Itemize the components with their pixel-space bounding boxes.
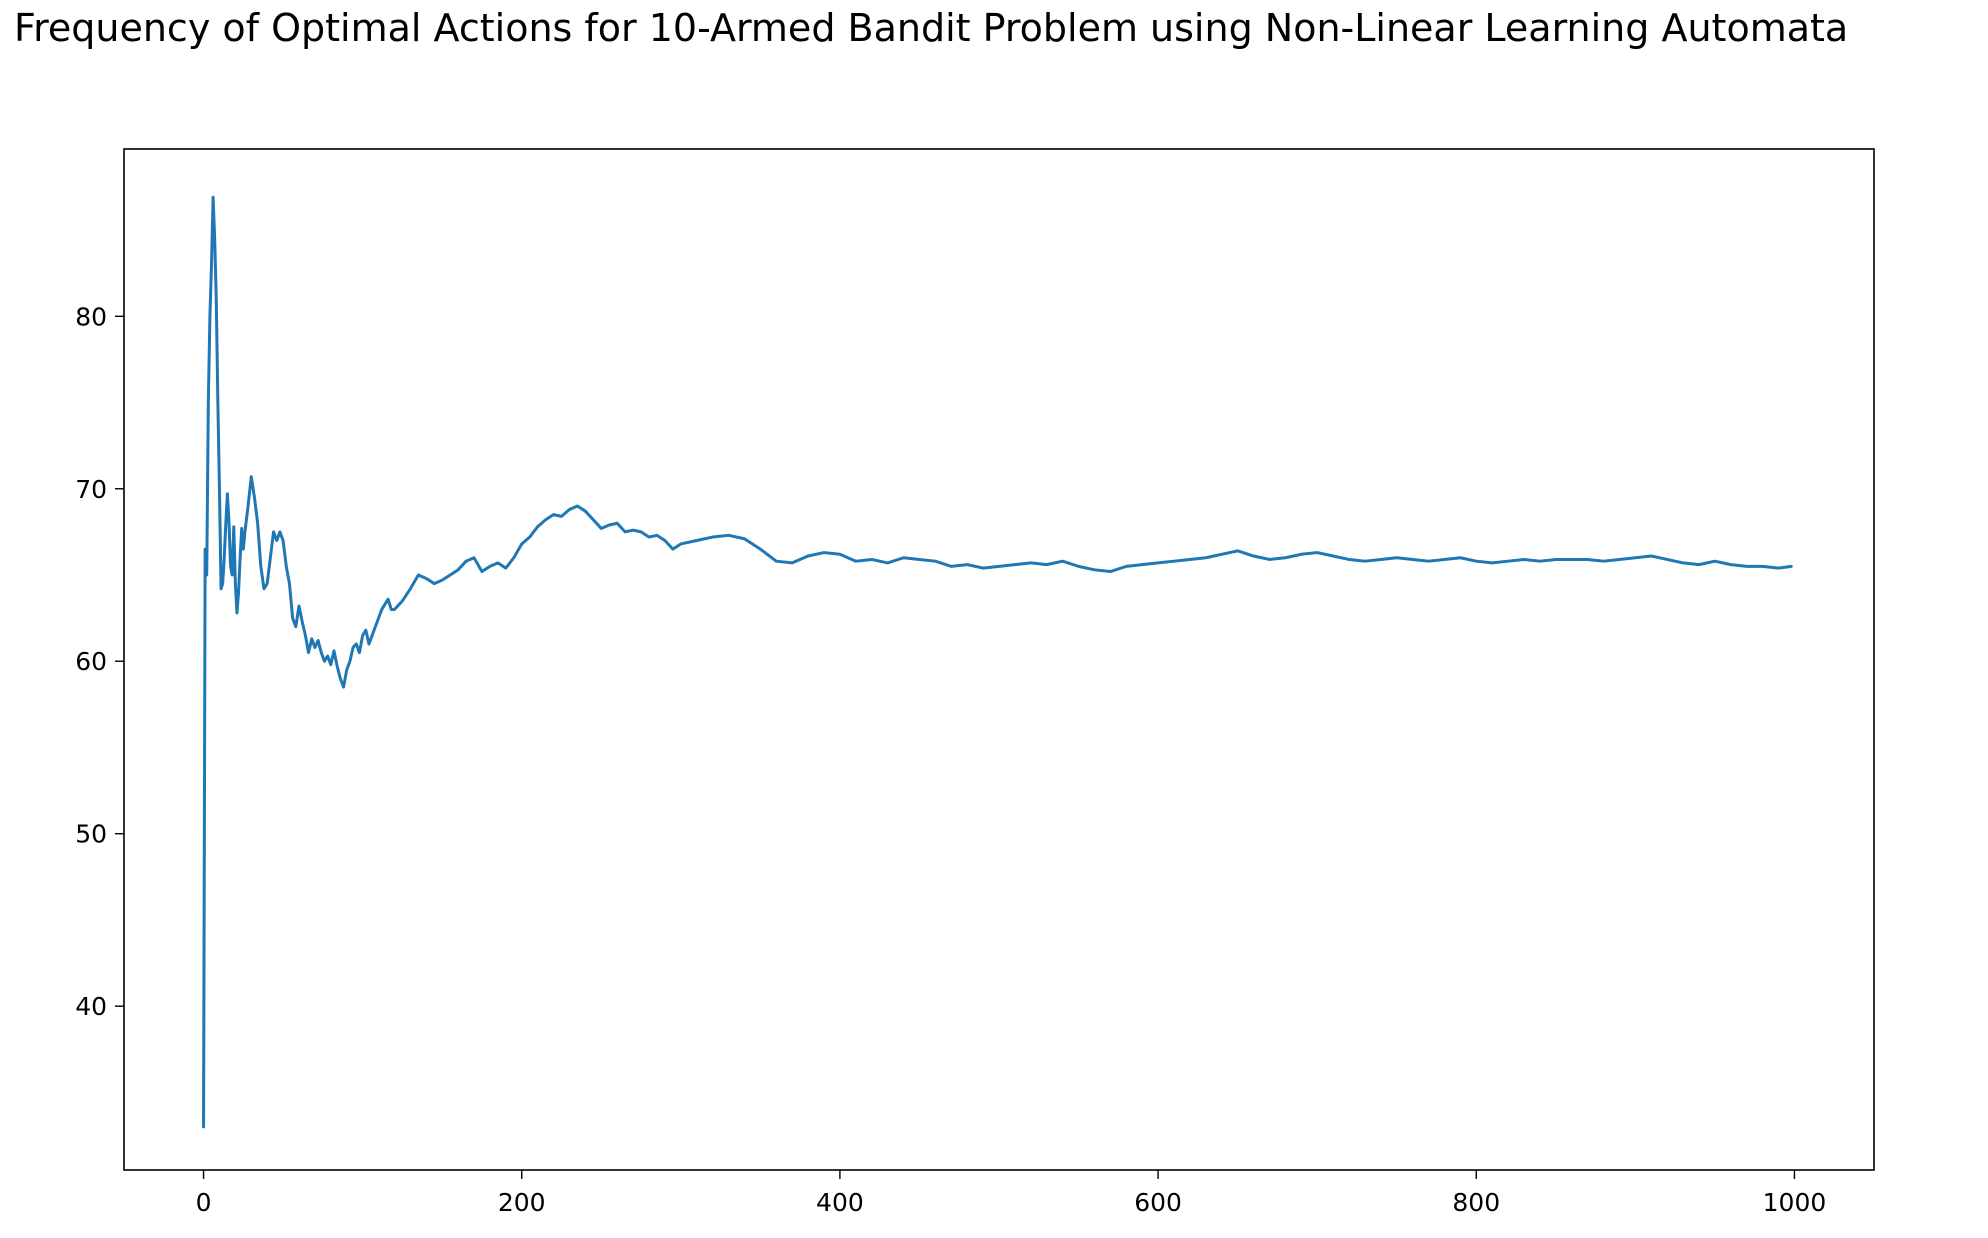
y-tick-label: 40 bbox=[75, 992, 107, 1021]
x-tick-label: 200 bbox=[498, 1188, 546, 1217]
x-tick-label: 400 bbox=[816, 1188, 864, 1217]
y-tick-label: 50 bbox=[75, 820, 107, 849]
y-tick-label: 80 bbox=[75, 302, 107, 331]
y-tick-label: 70 bbox=[75, 475, 107, 504]
axes: 0 200 400 600 800 1000 40 50 60 70 80 bbox=[75, 148, 1875, 1217]
plot-frame bbox=[123, 148, 1875, 1171]
x-tick-label: 800 bbox=[1452, 1188, 1500, 1217]
x-tick-label: 0 bbox=[196, 1188, 212, 1217]
x-tick-label: 600 bbox=[1134, 1188, 1182, 1217]
plot-area bbox=[202, 195, 1793, 1129]
chart-title: Frequency of Optimal Actions for 10-Arme… bbox=[14, 6, 1849, 50]
x-tick-label: 1000 bbox=[1763, 1188, 1827, 1217]
y-tick-label: 60 bbox=[75, 647, 107, 676]
series-line-0 bbox=[202, 195, 1793, 1129]
